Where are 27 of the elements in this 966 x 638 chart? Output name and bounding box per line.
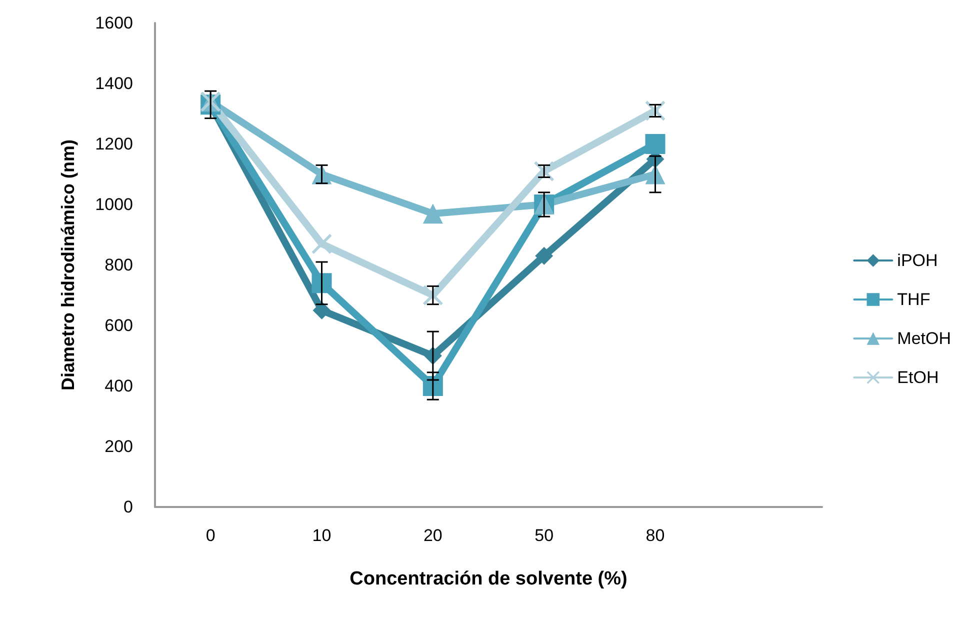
y-tick-label: 1400 [95,74,133,93]
y-tick-label: 200 [104,437,133,456]
y-tick-label: 1000 [95,195,133,214]
x-tick-label: 50 [534,526,554,545]
point [422,204,443,224]
legend-label: MetOH [897,329,952,348]
y-tick-label: 800 [104,256,133,274]
y-tick-label: 1200 [95,134,133,154]
point [312,301,331,320]
x-tick-label: 0 [206,526,216,545]
point [535,246,554,265]
y-tick-label: 600 [104,316,133,335]
legend-label: EtOH [897,368,939,387]
legend-label: iPOH [897,251,938,270]
y-axis-title: Diametro hidrodinámico (nm) [58,139,78,391]
point [422,285,443,306]
point [645,134,666,154]
x-tick-label: 10 [312,526,332,545]
point [312,273,332,294]
x-tick-label: 20 [423,526,442,545]
x-axis-title: Concentración de solvente (%) [350,568,628,590]
point [312,234,332,254]
x-tick-label: 80 [646,526,665,545]
y-tick-label: 1600 [95,14,133,32]
legend-label: THF [897,290,930,309]
y-tick-label: 0 [124,498,133,516]
y-tick-label: 400 [104,376,133,396]
